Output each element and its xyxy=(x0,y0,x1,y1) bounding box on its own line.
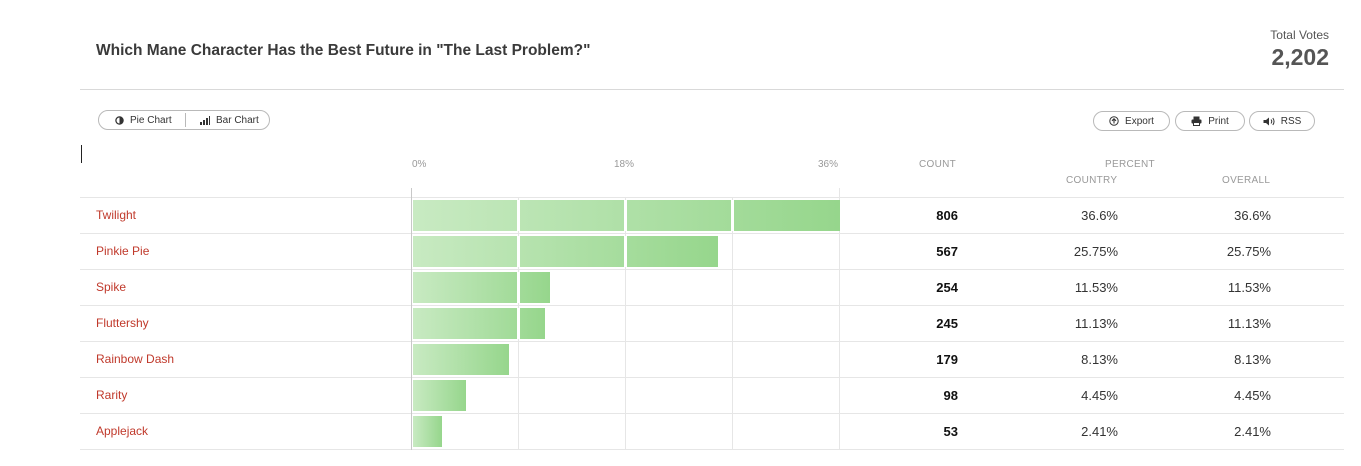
axis-tick-36: 36% xyxy=(818,159,839,170)
bar-separator xyxy=(624,236,627,267)
export-label: Export xyxy=(1125,115,1154,127)
row-count: 98 xyxy=(943,388,958,403)
country-column-header: COUNTRY xyxy=(1066,175,1118,186)
bar-chart-button[interactable]: Bar Chart xyxy=(186,111,259,129)
bar xyxy=(413,308,545,339)
row-count: 53 xyxy=(943,424,958,439)
header-divider xyxy=(80,89,1344,90)
row-divider xyxy=(80,269,1344,270)
toggle-divider xyxy=(185,113,186,127)
row-divider xyxy=(80,377,1344,378)
row-percent-country: 4.45% xyxy=(1081,388,1118,403)
print-label: Print xyxy=(1208,115,1229,127)
row-percent-overall: 4.45% xyxy=(1234,388,1271,403)
chart-gridline xyxy=(625,198,626,450)
bar-chart-icon xyxy=(200,115,210,125)
chart-gridline xyxy=(732,198,733,450)
poll-title: Which Mane Character Has the Best Future… xyxy=(96,42,591,59)
text-cursor xyxy=(81,145,82,163)
row-count: 254 xyxy=(936,280,958,295)
row-percent-country: 8.13% xyxy=(1081,352,1118,367)
row-percent-country: 11.13% xyxy=(1074,316,1118,331)
bar-separator xyxy=(517,308,520,339)
row-divider xyxy=(80,341,1344,342)
overall-column-header: OVERALL xyxy=(1222,175,1271,186)
bar-separator xyxy=(731,200,734,231)
row-percent-overall: 36.6% xyxy=(1234,208,1271,223)
row-count: 806 xyxy=(936,208,958,223)
row-percent-country: 36.6% xyxy=(1081,208,1118,223)
row-label[interactable]: Applejack xyxy=(96,424,149,438)
row-label[interactable]: Fluttershy xyxy=(96,316,149,330)
row-percent-overall: 2.41% xyxy=(1234,424,1271,439)
bar xyxy=(413,380,466,411)
row-divider xyxy=(80,413,1344,414)
chart-gridline xyxy=(839,188,840,450)
row-percent-overall: 25.75% xyxy=(1226,244,1271,259)
total-votes-label: Total Votes xyxy=(1270,28,1329,42)
row-label[interactable]: Rarity xyxy=(96,388,128,402)
bar-separator xyxy=(517,272,520,303)
export-button[interactable]: Export xyxy=(1093,111,1170,131)
export-icon xyxy=(1109,116,1119,126)
bar xyxy=(413,236,719,267)
chart-axis-line xyxy=(411,188,412,450)
total-votes-value: 2,202 xyxy=(1271,44,1329,70)
bar xyxy=(413,344,510,375)
pie-chart-button[interactable]: Pie Chart xyxy=(99,111,185,129)
row-count: 245 xyxy=(936,316,958,331)
rss-label: RSS xyxy=(1280,115,1302,127)
rss-button[interactable]: RSS xyxy=(1249,111,1315,131)
row-label[interactable]: Pinkie Pie xyxy=(96,244,150,258)
row-count: 567 xyxy=(936,244,958,259)
row-divider xyxy=(80,233,1344,234)
axis-tick-0: 0% xyxy=(412,159,427,170)
bar xyxy=(413,416,442,447)
bar-separator xyxy=(624,200,627,231)
row-percent-country: 2.41% xyxy=(1081,424,1118,439)
row-label[interactable]: Spike xyxy=(96,280,127,294)
axis-tick-18: 18% xyxy=(614,159,635,170)
printer-icon xyxy=(1191,116,1202,126)
chart-type-toggle: Pie Chart Bar Chart xyxy=(98,110,270,130)
row-divider xyxy=(80,305,1344,306)
pie-chart-icon xyxy=(115,115,124,125)
row-count: 179 xyxy=(936,352,958,367)
row-percent-country: 25.75% xyxy=(1073,244,1118,259)
row-percent-overall: 8.13% xyxy=(1234,352,1271,367)
row-label[interactable]: Twilight xyxy=(96,208,137,222)
row-percent-country: 11.53% xyxy=(1074,280,1118,295)
pie-chart-label: Pie Chart xyxy=(130,114,172,126)
bar-separator xyxy=(517,200,520,231)
row-label[interactable]: Rainbow Dash xyxy=(96,352,175,366)
bar-chart-label: Bar Chart xyxy=(216,114,259,126)
bar xyxy=(413,272,550,303)
speaker-icon xyxy=(1263,117,1275,126)
percent-column-header: PERCENT xyxy=(1105,159,1155,170)
print-button[interactable]: Print xyxy=(1175,111,1245,131)
row-divider xyxy=(80,449,1344,450)
row-percent-overall: 11.13% xyxy=(1227,316,1271,331)
bar-separator xyxy=(517,236,520,267)
count-column-header: COUNT xyxy=(919,159,957,170)
row-divider xyxy=(80,197,1344,198)
row-percent-overall: 11.53% xyxy=(1227,280,1271,295)
